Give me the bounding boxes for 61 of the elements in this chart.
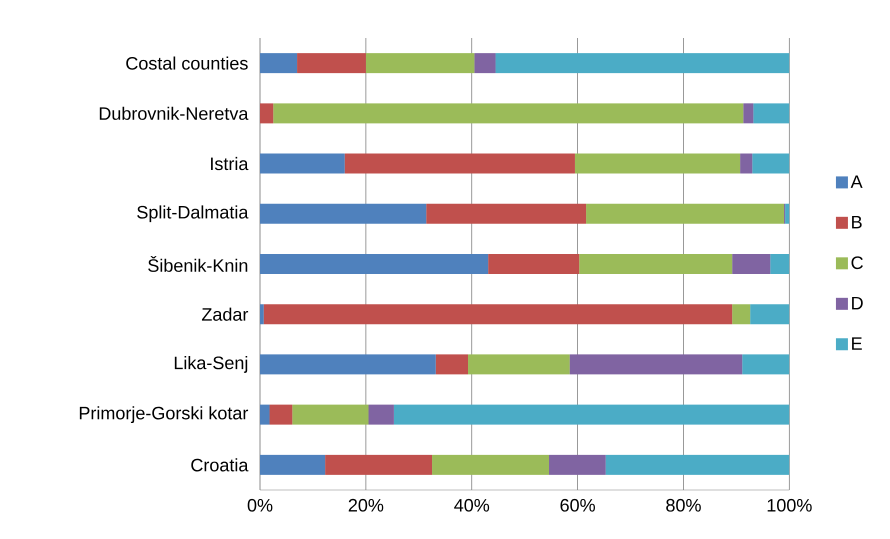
bar bbox=[260, 53, 298, 74]
bar bbox=[260, 354, 436, 374]
bar bbox=[742, 354, 790, 374]
bar bbox=[260, 254, 488, 274]
legend-label: A bbox=[850, 176, 863, 188]
bar bbox=[260, 204, 426, 224]
bar bbox=[496, 53, 790, 74]
bar bbox=[260, 454, 326, 475]
bar bbox=[753, 103, 790, 124]
bar bbox=[579, 254, 732, 274]
legend-label: B bbox=[852, 216, 862, 228]
bar bbox=[549, 454, 606, 475]
bar bbox=[368, 404, 394, 425]
bar bbox=[260, 404, 270, 425]
bar bbox=[468, 354, 570, 374]
x-tick-label: 60% bbox=[560, 498, 595, 512]
bar bbox=[752, 154, 790, 174]
bar bbox=[432, 454, 550, 475]
legend-label: D bbox=[852, 296, 863, 310]
x-tick-label: 100% bbox=[768, 498, 812, 512]
x-tick-label: 0% bbox=[248, 498, 272, 512]
bar bbox=[366, 53, 474, 74]
bar bbox=[297, 53, 366, 74]
bar bbox=[488, 254, 580, 274]
y-tick-label: Lika-Senj bbox=[174, 356, 248, 373]
x-tick-label: 20% bbox=[348, 498, 384, 512]
bar bbox=[785, 204, 790, 224]
x-tick-label: 80% bbox=[666, 498, 701, 512]
y-tick-label: Croatia bbox=[191, 458, 248, 472]
bar bbox=[574, 154, 740, 174]
y-tick-label: Dubrovnik-Neretva bbox=[100, 106, 248, 120]
y-tick-label: Istria bbox=[211, 156, 248, 170]
bar bbox=[394, 404, 790, 425]
bar bbox=[264, 304, 732, 324]
bar bbox=[270, 404, 292, 425]
bar bbox=[750, 304, 790, 324]
bar bbox=[586, 204, 784, 224]
bar bbox=[570, 354, 742, 374]
bar bbox=[260, 154, 345, 174]
x-tick-label: 40% bbox=[454, 498, 490, 512]
bar bbox=[325, 454, 432, 475]
bar bbox=[732, 304, 750, 324]
bar bbox=[344, 154, 575, 174]
legend-label: C bbox=[852, 256, 863, 270]
bar bbox=[260, 103, 274, 124]
bar bbox=[740, 154, 752, 174]
bar bbox=[732, 254, 770, 274]
y-tick-label: Costal counties bbox=[126, 56, 248, 70]
y-tick-label: Primorje-Gorski kotar bbox=[80, 406, 248, 424]
bar bbox=[474, 53, 496, 74]
bar bbox=[273, 103, 744, 124]
legend-label: E bbox=[852, 337, 862, 350]
bar bbox=[743, 103, 754, 124]
bar bbox=[770, 254, 790, 274]
y-tick-label: Šibenik-Knin bbox=[148, 256, 248, 272]
y-tick-label: Zadar bbox=[202, 308, 248, 321]
bar bbox=[606, 454, 790, 475]
y-tick-label: Split-Dalmatia bbox=[137, 205, 248, 222]
bar bbox=[436, 354, 468, 374]
bar bbox=[292, 404, 369, 425]
bar bbox=[426, 204, 586, 224]
